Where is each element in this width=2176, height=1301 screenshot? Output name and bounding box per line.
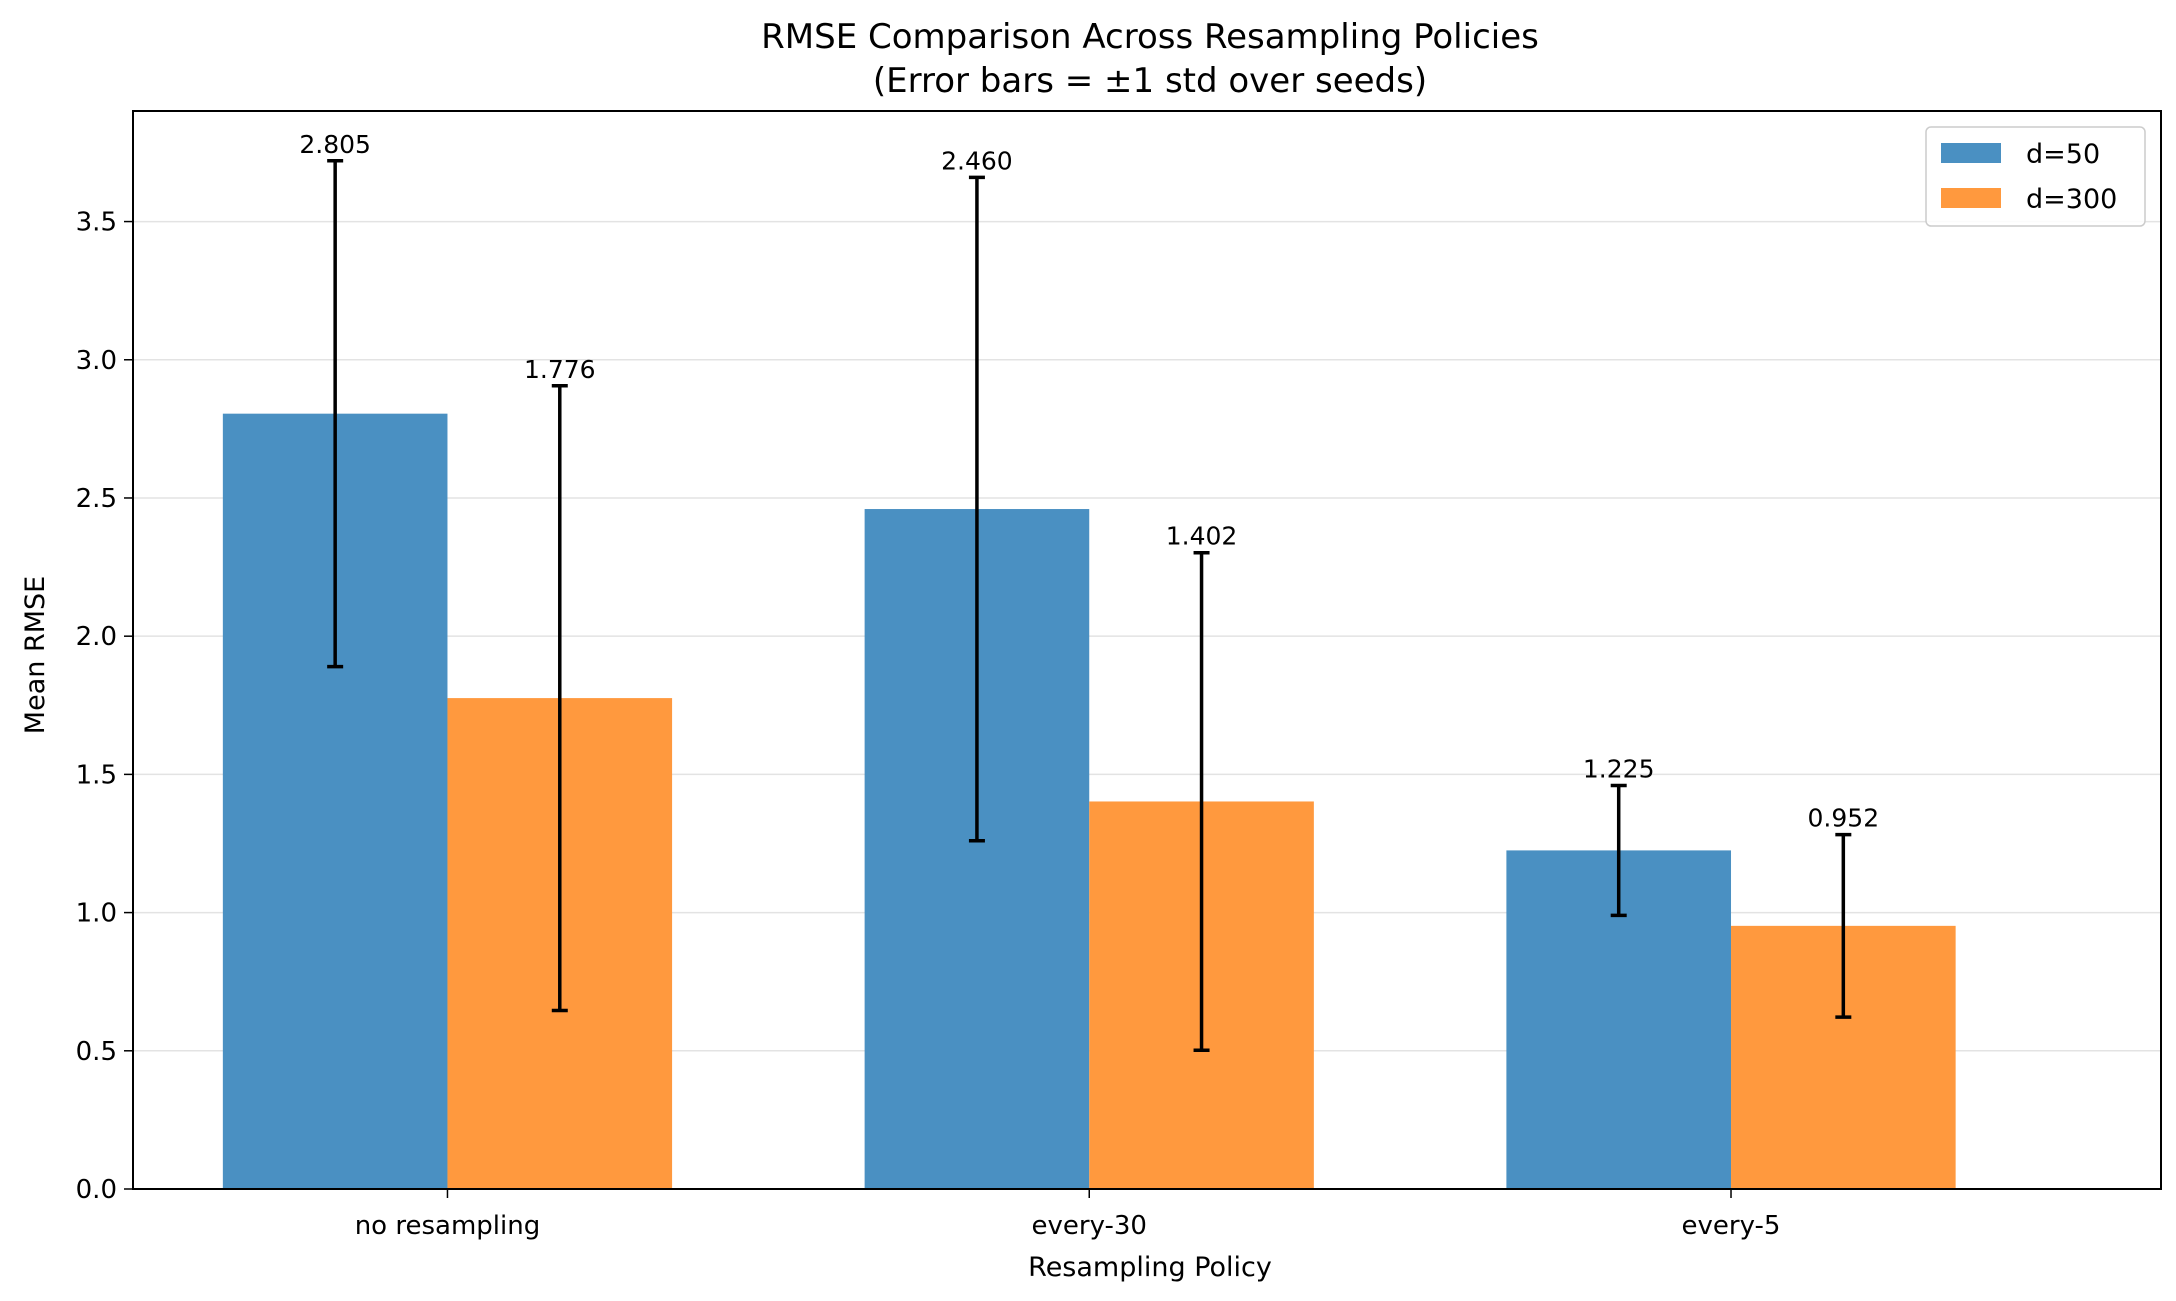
y-tick-label: 1.5 bbox=[76, 760, 117, 790]
y-tick-label: 3.5 bbox=[76, 208, 117, 238]
data-label: 1.225 bbox=[1583, 754, 1655, 783]
data-label: 0.952 bbox=[1808, 804, 1880, 833]
y-axis-title: Mean RMSE bbox=[20, 576, 51, 734]
axes: 0.0 0.5 1.0 1.5 2.0 2.5 3.0 3.5 no resampling eve… bbox=[76, 110, 2162, 1241]
y-tick-label: 0.5 bbox=[76, 1037, 117, 1067]
chart-title: RMSE Comparison Across Resampling Polici… bbox=[761, 17, 1539, 57]
legend-swatch bbox=[1941, 188, 2001, 208]
x-tick-label: no resampling bbox=[355, 1211, 541, 1241]
bars bbox=[222, 413, 1956, 1190]
data-label: 1.776 bbox=[524, 355, 596, 384]
chart-subtitle: (Error bars = ±1 std over seeds) bbox=[873, 61, 1427, 101]
legend-label: d=300 bbox=[2026, 184, 2117, 215]
x-tick-label: every-5 bbox=[1682, 1211, 1781, 1241]
legend: d=50 d=300 bbox=[1925, 126, 2146, 227]
data-label: 2.460 bbox=[941, 146, 1013, 175]
x-axis-title: Resampling Policy bbox=[1028, 1252, 1272, 1283]
y-tick-label: 2.0 bbox=[76, 622, 117, 652]
y-tick-label: 1.0 bbox=[76, 899, 117, 929]
x-tick-label: every-30 bbox=[1032, 1211, 1147, 1241]
y-tick-label: 2.5 bbox=[76, 484, 117, 514]
data-labels: 2.805 1.776 2.460 1.402 1.225 0.952 bbox=[299, 130, 1879, 833]
legend-label: d=50 bbox=[2026, 139, 2100, 170]
data-label: 2.805 bbox=[299, 130, 371, 159]
legend-swatch bbox=[1941, 143, 2001, 163]
y-tick-label: 3.0 bbox=[76, 346, 117, 376]
plot-frame bbox=[132, 110, 2162, 1190]
data-label: 1.402 bbox=[1166, 522, 1238, 551]
error-bars bbox=[327, 159, 1852, 1052]
y-tick-label: 0.0 bbox=[76, 1175, 117, 1205]
